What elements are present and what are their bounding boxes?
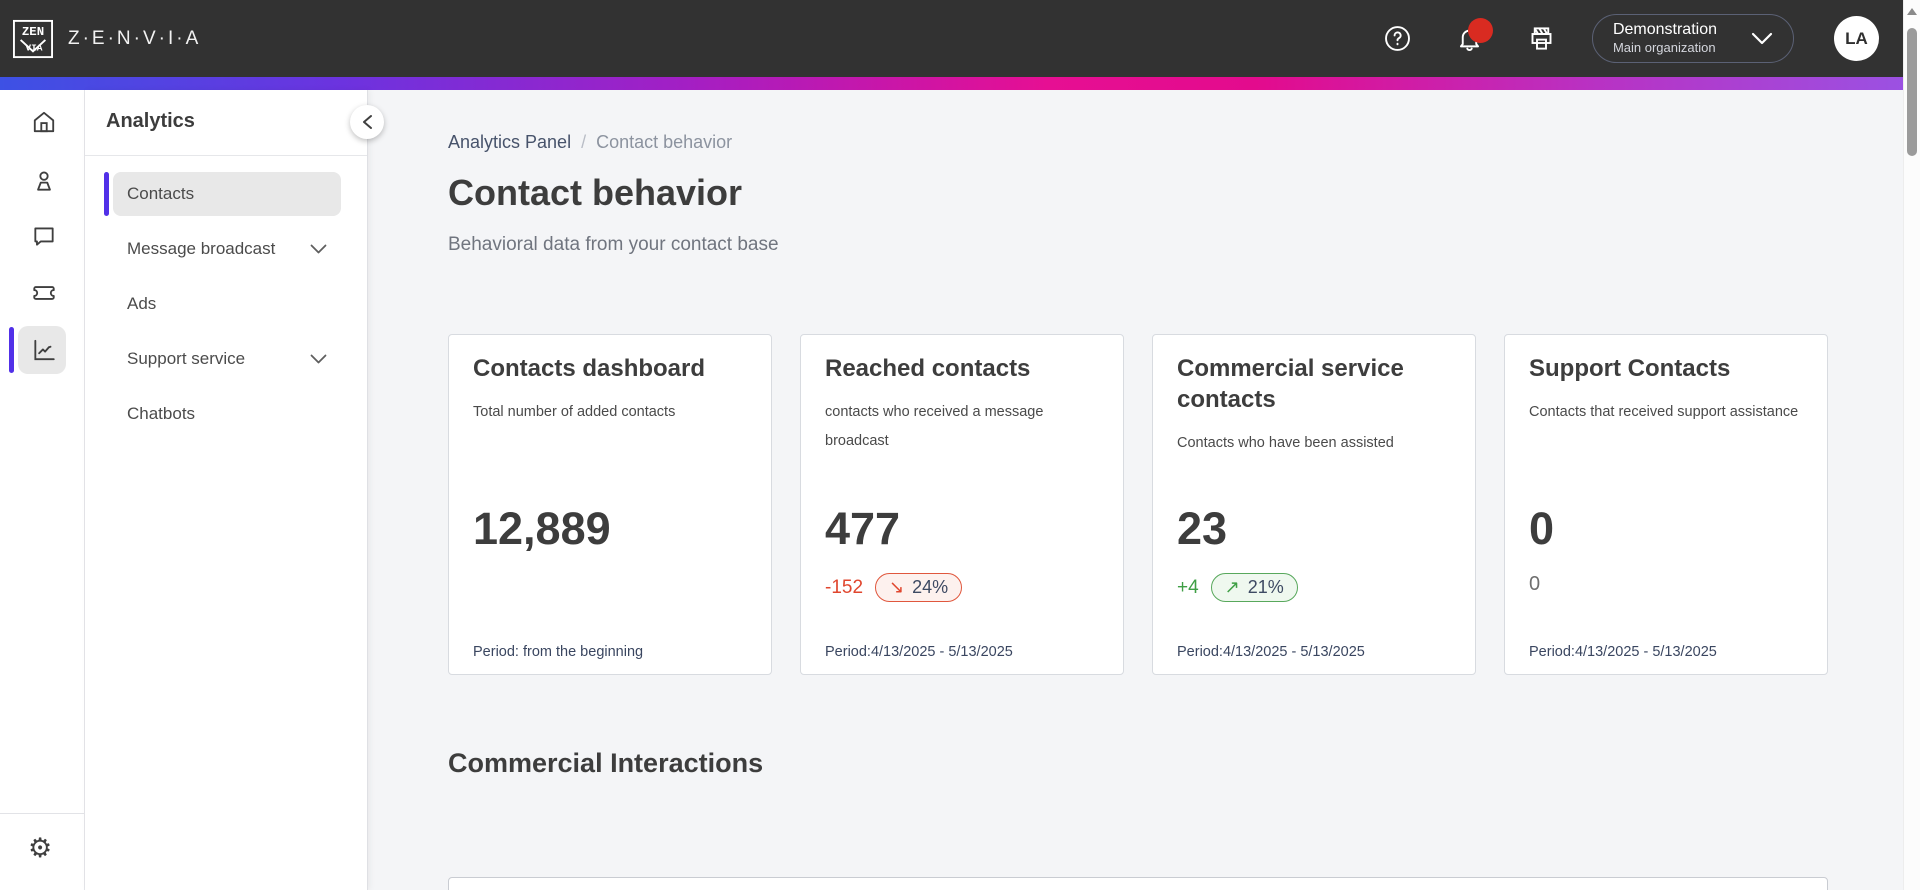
topbar: ZEN VIA Z·E·N·V·I·A [0,0,1903,77]
analytics-sidebar-panel: Analytics Contacts Message broadcast [85,90,384,890]
delta-value: -152 [825,576,864,598]
organization-subtitle: Main organization [1612,40,1716,56]
collapse-sidebar-button[interactable] [350,105,384,139]
card-period: Period:4/13/2025 - 5/13/2025 [1529,644,1717,660]
breadcrumb-current: Contact behavior [596,132,733,152]
contacts-icon[interactable] [31,168,57,194]
card-title: Support Contacts [1529,355,1731,382]
trend-badge-up: ↗ 21% [1210,573,1298,602]
chevron-down-icon [310,244,327,254]
breadcrumb: Analytics Panel / Contact behavior [448,132,732,153]
sidebar-item-support-service[interactable]: Support service [113,337,341,381]
sidebar-item-contacts[interactable]: Contacts [104,172,341,216]
sidebar-item-chatbots[interactable]: Chatbots [113,392,341,436]
sidebar-item-message-broadcast[interactable]: Message broadcast [113,227,341,271]
svg-text:ZEN: ZEN [22,25,44,39]
card-title: Contacts dashboard [473,355,706,382]
card-commercial-service-contacts: Commercial service contacts Contacts who… [1152,334,1476,675]
printer-icon[interactable] [1528,25,1556,53]
delta-value: +4 [1177,576,1199,598]
trend-up-arrow-icon: ↗ [1224,577,1240,597]
section-heading-commercial-interactions: Commercial Interactions [448,748,764,778]
user-avatar[interactable]: LA [1834,16,1879,61]
card-delta-row: +4 ↗ 21% [1177,573,1298,602]
chevron-down-icon [310,354,327,364]
card-value: 23 [1177,503,1228,554]
card-period: Period:4/13/2025 - 5/13/2025 [825,644,1013,660]
home-icon[interactable] [31,109,57,135]
card-contacts-dashboard: Contacts dashboard Total number of added… [448,334,772,675]
card-description: Contacts that received support assistanc… [1529,404,1799,421]
trend-badge-down: ↘ 24% [875,573,963,602]
card-delta-row: 0 [1529,573,1540,596]
trend-down-arrow-icon: ↘ [889,577,905,597]
panel-divider [85,155,367,156]
card-title: Commercial service contacts [1177,355,1404,414]
active-rail-indicator [9,327,14,373]
zenvia-logo-icon: ZEN VIA [13,19,53,58]
analytics-icon[interactable] [31,337,57,363]
card-head: Support Contacts Contacts that received … [1505,335,1827,427]
card-description: contacts who received a message broadcas… [825,404,1044,450]
notification-dot [1467,17,1493,43]
content-row: ⚙ Analytics Contacts Message broadcast [0,90,1903,890]
commercial-interactions-card [448,877,1828,890]
organization-selector[interactable]: Demonstration Main organization [1591,14,1794,63]
card-delta-row: -152 ↘ 24% [825,573,963,602]
chat-icon[interactable] [31,223,57,249]
kpi-cards-row: Contacts dashboard Total number of added… [448,334,1828,675]
card-description: Contacts who have been assisted [1177,435,1394,452]
sidebar-item-label: Contacts [127,184,195,203]
organization-name: Demonstration [1612,21,1717,39]
active-item-indicator [104,172,109,216]
card-reached-contacts: Reached contacts contacts who received a… [800,334,1124,675]
sidebar-item-label: Ads [127,294,157,313]
topbar-actions: Demonstration Main organization LA [1384,14,1879,63]
sidebar-item-ads[interactable]: Ads [113,282,341,326]
card-period: Period: from the beginning [473,644,644,660]
card-support-contacts: Support Contacts Contacts that received … [1504,334,1828,675]
panel-title: Analytics [106,110,195,132]
trend-percentage: 21% [1247,577,1284,597]
sidebar-item-label: Support service [127,349,246,368]
page-title: Contact behavior [448,172,743,213]
ticket-icon[interactable] [31,280,57,306]
card-value: 0 [1529,503,1555,554]
brand-gradient-bar [0,77,1903,90]
brand-wordmark: Z·E·N·V·I·A [68,27,202,49]
card-period: Period:4/13/2025 - 5/13/2025 [1177,644,1365,660]
page-subtitle: Behavioral data from your contact base [448,234,779,255]
analytics-nav: Contacts Message broadcast Ads Support s… [85,172,367,447]
notifications-bell-icon[interactable] [1456,17,1493,53]
breadcrumb-separator: / [581,132,587,152]
card-value: 477 [825,503,901,554]
trend-percentage: 24% [912,577,949,597]
card-title: Reached contacts [825,355,1031,382]
icon-rail: ⚙ [0,90,85,890]
scrollbar-thumb[interactable] [1907,28,1917,156]
card-value: 12,889 [473,503,611,554]
sidebar-item-label: Message broadcast [127,239,276,258]
card-description: Total number of added contacts [473,404,676,421]
settings-gear-icon[interactable]: ⚙ [28,833,53,863]
card-head: Contacts dashboard Total number of added… [449,335,771,427]
card-head: Reached contacts contacts who received a… [801,335,1123,456]
breadcrumb-parent-link[interactable]: Analytics Panel [448,132,572,152]
chevron-down-icon [1751,32,1773,45]
svg-text:VIA: VIA [25,42,42,53]
main-content: Analytics Panel / Contact behavior Conta… [368,90,1903,890]
delta-value: 0 [1529,573,1541,595]
help-icon[interactable] [1384,25,1412,53]
organization-text: Demonstration Main organization [1613,20,1717,56]
sidebar-item-label: Chatbots [127,404,196,423]
page-scrollbar[interactable] [1903,0,1920,890]
rail-divider [0,813,84,814]
card-head: Commercial service contacts Contacts who… [1153,335,1475,458]
scrollbar-up-arrow[interactable] [1907,8,1917,15]
